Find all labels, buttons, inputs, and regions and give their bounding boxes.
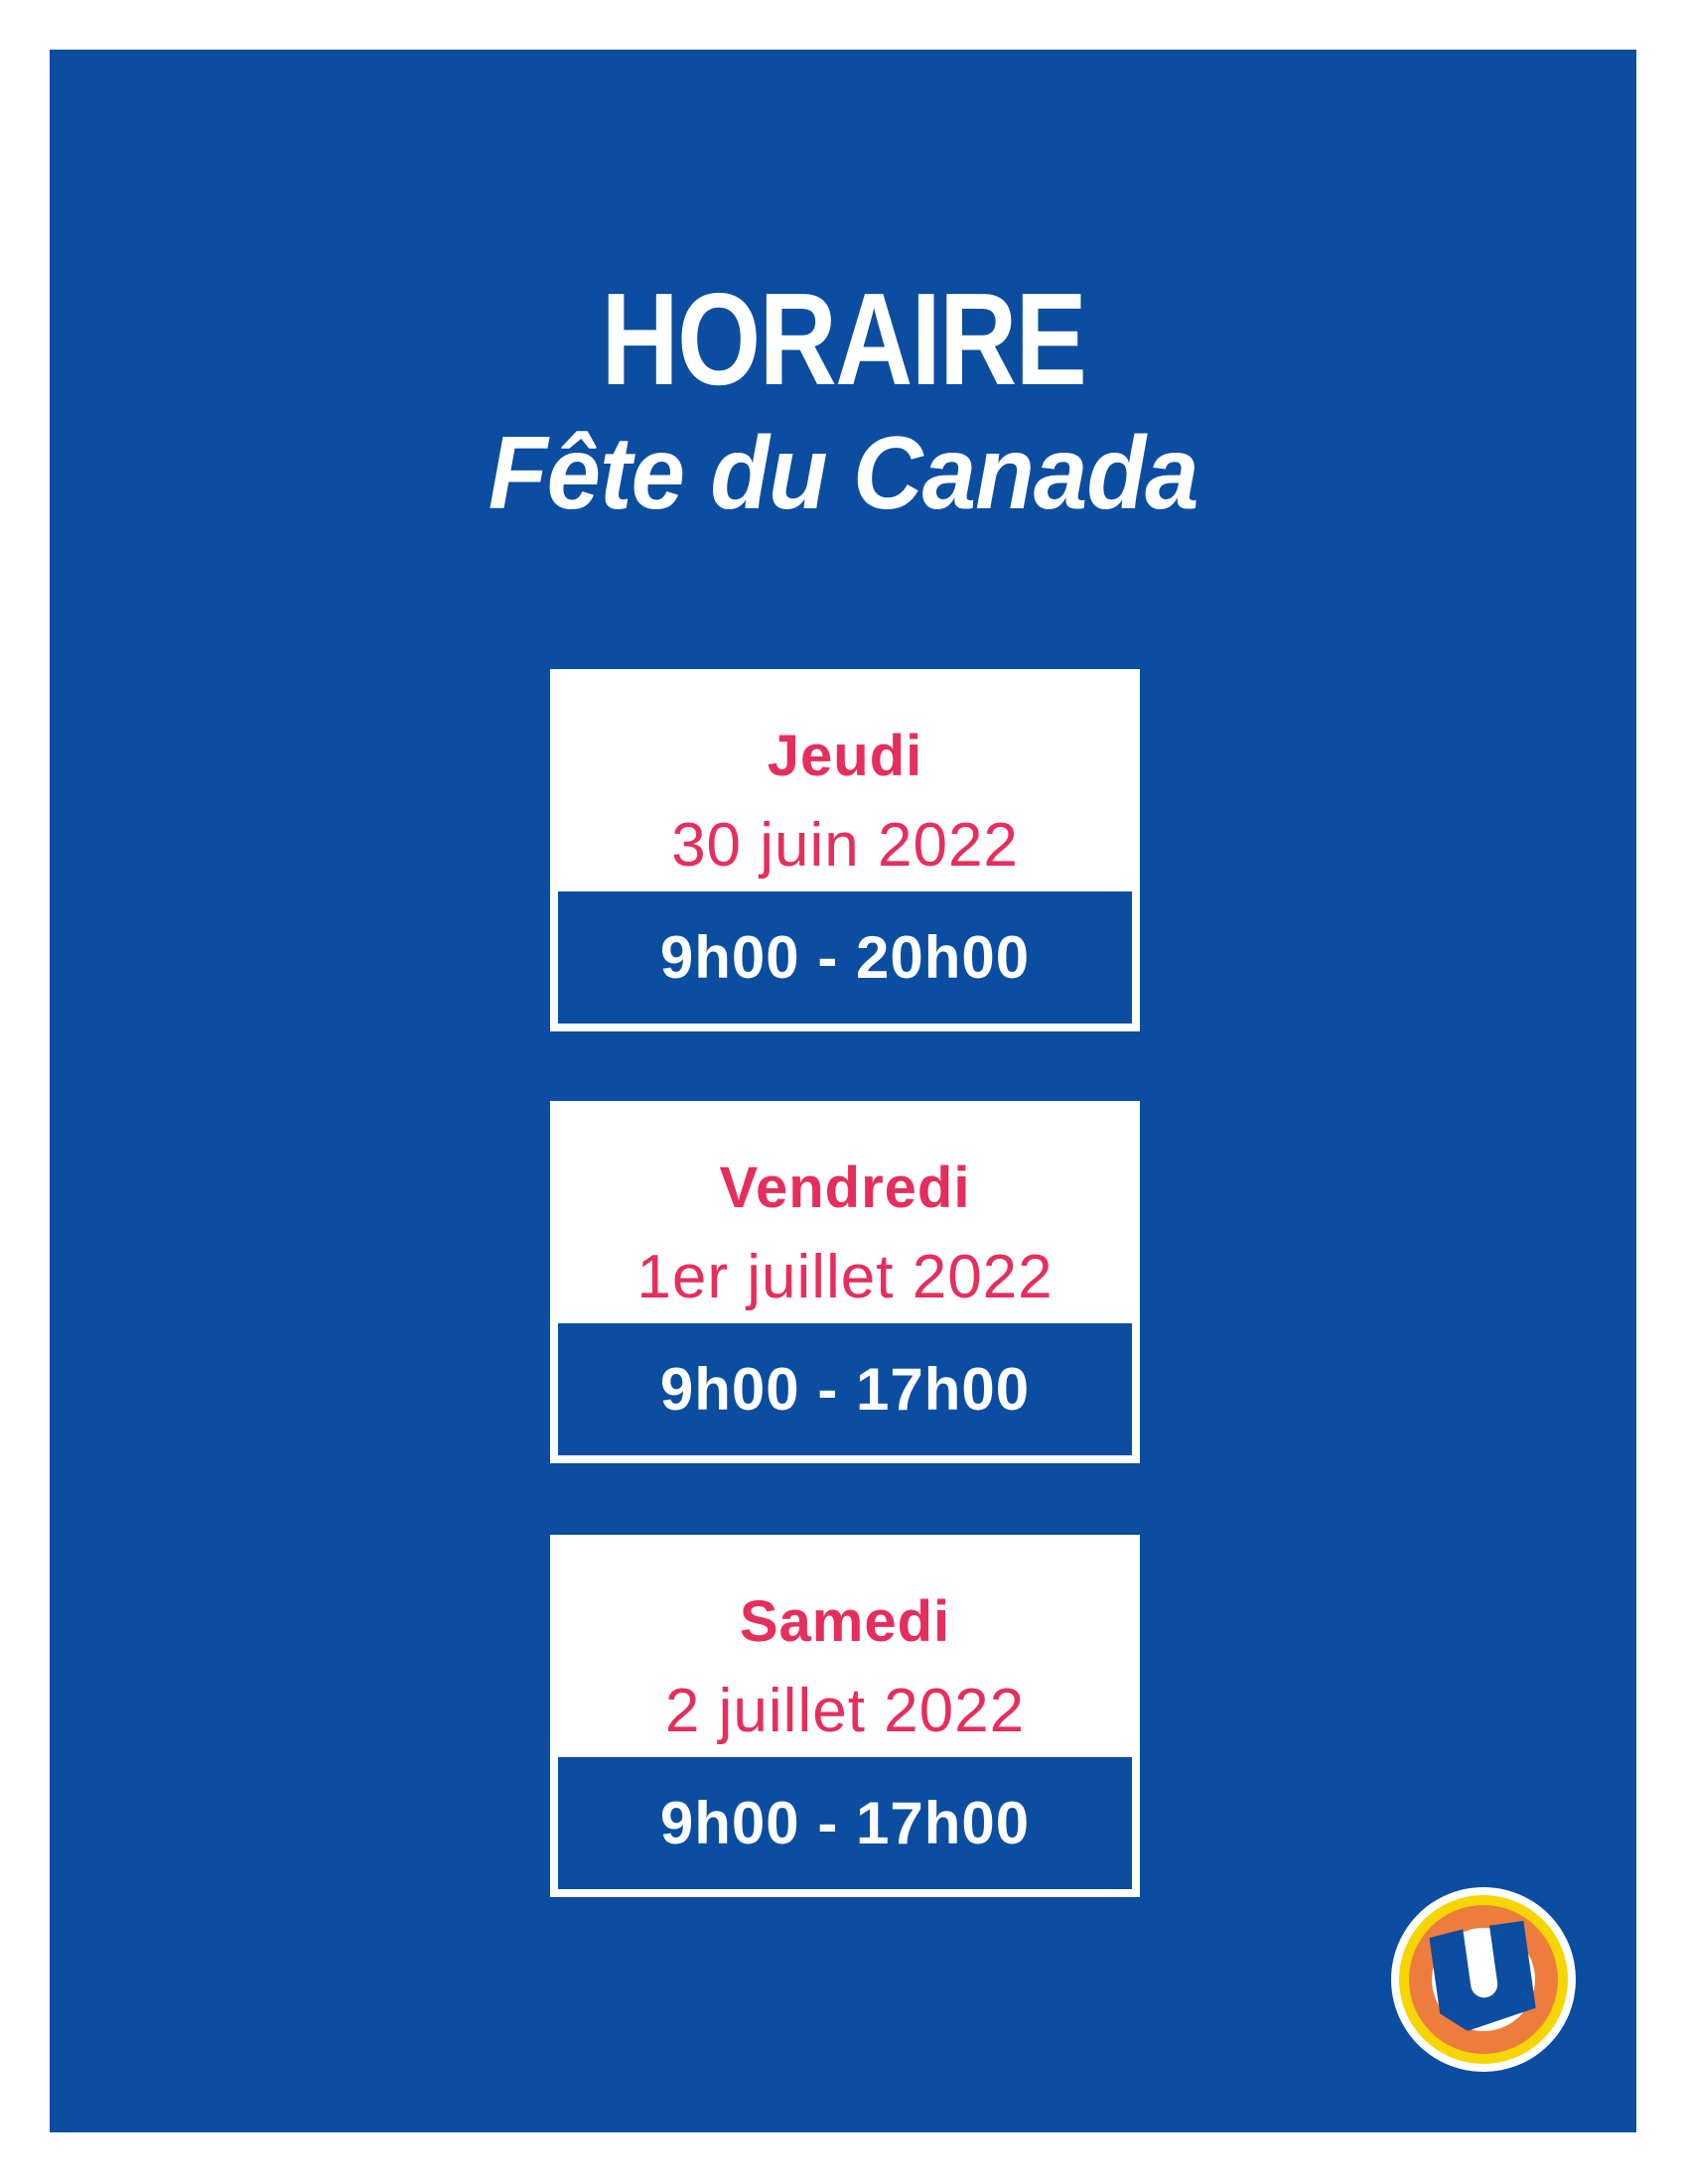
poster-title-text: HORAIRE xyxy=(601,266,1086,412)
hours-band: 9h00 - 17h00 xyxy=(558,1323,1132,1455)
poster-subtitle-text: Fête du Canada xyxy=(488,416,1199,531)
logo-letter-u-icon xyxy=(1379,1875,1588,2084)
schedule-card: Jeudi 30 juin 2022 9h00 - 20h00 xyxy=(550,669,1140,1031)
date-label: 2 juillet 2022 xyxy=(664,1676,1026,1745)
schedule-card: Vendredi 1er juillet 2022 9h00 - 17h00 xyxy=(550,1101,1140,1463)
day-label: Vendredi xyxy=(719,1155,971,1220)
hours-band: 9h00 - 17h00 xyxy=(558,1757,1132,1889)
day-label: Samedi xyxy=(739,1588,951,1654)
date-label: 30 juin 2022 xyxy=(671,810,1019,880)
poster-title: HORAIRE xyxy=(50,274,1636,405)
poster-subtitle: Fête du Canada xyxy=(50,422,1636,525)
day-label: Jeudi xyxy=(767,723,923,788)
hours-label: 9h00 - 17h00 xyxy=(659,1790,1031,1856)
blue-panel: HORAIRE Fête du Canada Jeudi 30 juin 202… xyxy=(50,50,1636,2132)
schedule-card: Samedi 2 juillet 2022 9h00 - 17h00 xyxy=(550,1535,1140,1897)
hours-band: 9h00 - 20h00 xyxy=(558,891,1132,1024)
date-label: 1er juillet 2022 xyxy=(636,1242,1054,1311)
hours-label: 9h00 - 17h00 xyxy=(659,1356,1031,1423)
hours-label: 9h00 - 20h00 xyxy=(659,924,1031,991)
uniprix-logo xyxy=(1391,1887,1576,2072)
